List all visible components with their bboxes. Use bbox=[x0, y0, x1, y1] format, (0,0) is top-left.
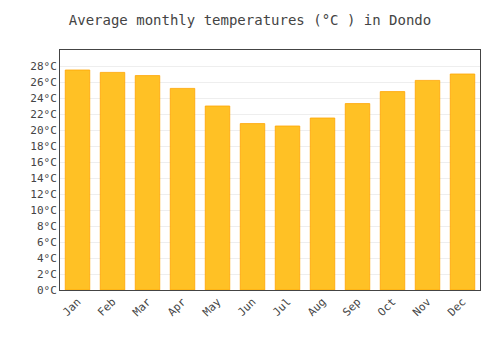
svg-text:26°C: 26°C bbox=[30, 76, 57, 89]
svg-text:Jun: Jun bbox=[235, 296, 258, 319]
svg-text:18°C: 18°C bbox=[30, 140, 57, 153]
svg-text:8°C: 8°C bbox=[37, 220, 57, 233]
svg-text:Nov: Nov bbox=[410, 295, 434, 319]
svg-text:Feb: Feb bbox=[95, 296, 118, 319]
svg-text:Apr: Apr bbox=[165, 295, 189, 319]
svg-text:Oct: Oct bbox=[375, 296, 398, 319]
svg-text:May: May bbox=[200, 295, 224, 319]
svg-text:10°C: 10°C bbox=[30, 204, 57, 217]
svg-text:6°C: 6°C bbox=[37, 236, 57, 249]
svg-text:2°C: 2°C bbox=[37, 268, 57, 281]
svg-text:0°C: 0°C bbox=[37, 284, 57, 297]
svg-text:16°C: 16°C bbox=[30, 156, 57, 169]
svg-text:Average monthly temperatures (: Average monthly temperatures (°C ) in Do… bbox=[69, 12, 431, 28]
svg-text:Dec: Dec bbox=[445, 296, 468, 319]
svg-text:Jul: Jul bbox=[270, 296, 293, 319]
svg-text:14°C: 14°C bbox=[30, 172, 57, 185]
svg-text:4°C: 4°C bbox=[37, 252, 57, 265]
svg-text:Aug: Aug bbox=[305, 296, 328, 319]
svg-text:22°C: 22°C bbox=[30, 108, 57, 121]
svg-text:28°C: 28°C bbox=[30, 60, 57, 73]
svg-text:12°C: 12°C bbox=[30, 188, 57, 201]
svg-text:24°C: 24°C bbox=[30, 92, 57, 105]
svg-text:Jan: Jan bbox=[60, 296, 83, 319]
svg-text:Sep: Sep bbox=[340, 296, 363, 319]
svg-text:Mar: Mar bbox=[130, 295, 154, 319]
svg-text:20°C: 20°C bbox=[30, 124, 57, 137]
